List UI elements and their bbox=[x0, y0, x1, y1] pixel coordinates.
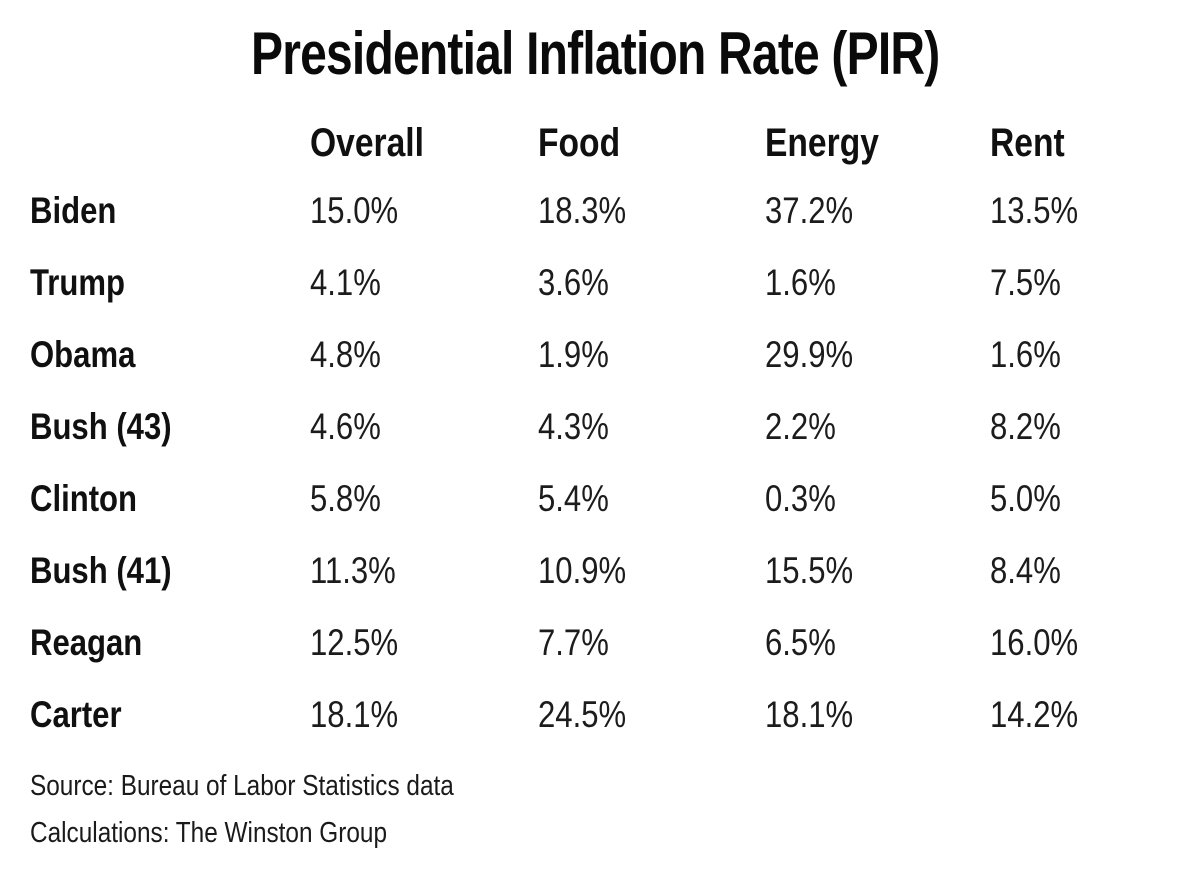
table-cell-value: 37.2% bbox=[765, 190, 854, 231]
table-cell-value: 4.6% bbox=[310, 406, 381, 447]
table-cell-value: 16.0% bbox=[990, 622, 1079, 663]
row-label-text: Bush (43) bbox=[30, 406, 172, 447]
table-cell-value: 12.5% bbox=[310, 622, 399, 663]
row-label: Obama bbox=[30, 334, 310, 376]
column-header-rent: Rent bbox=[990, 121, 1190, 166]
table-cell-value: 18.1% bbox=[765, 694, 854, 735]
table-cell-value: 11.3% bbox=[310, 550, 396, 591]
table-cell-value: 18.3% bbox=[538, 190, 627, 231]
table-cell-value: 7.5% bbox=[990, 262, 1061, 303]
table-cell: 5.0% bbox=[990, 478, 1190, 520]
row-label-text: Bush (41) bbox=[30, 550, 172, 591]
table-cell-value: 14.2% bbox=[990, 694, 1079, 735]
table-cell: 1.6% bbox=[765, 262, 990, 304]
row-label: Carter bbox=[30, 694, 310, 736]
table-cell: 14.2% bbox=[990, 694, 1190, 736]
row-label-text: Trump bbox=[30, 262, 125, 303]
table-cell-value: 1.6% bbox=[990, 334, 1061, 375]
page-title-text: Presidential Inflation Rate (PIR) bbox=[250, 20, 940, 87]
column-header-energy: Energy bbox=[765, 121, 990, 166]
row-label: Biden bbox=[30, 190, 310, 232]
column-header-label: Rent bbox=[990, 120, 1065, 165]
table-cell-value: 4.1% bbox=[310, 262, 381, 303]
footer-notes: Source: Bureau of Labor Statistics data … bbox=[30, 763, 1190, 857]
table-cell-value: 5.8% bbox=[310, 478, 381, 519]
table-cell: 4.8% bbox=[310, 334, 538, 376]
table-cell: 8.4% bbox=[990, 550, 1190, 592]
table-cell-value: 2.2% bbox=[765, 406, 836, 447]
table-cell-value: 13.5% bbox=[990, 190, 1079, 231]
table-cell-value: 10.9% bbox=[538, 550, 627, 591]
table-cell: 7.7% bbox=[538, 622, 765, 664]
table-cell-value: 29.9% bbox=[765, 334, 854, 375]
column-header-overall: Overall bbox=[310, 121, 538, 166]
table-cell: 18.1% bbox=[310, 694, 538, 736]
table-cell-value: 4.8% bbox=[310, 334, 381, 375]
table-cell-value: 7.7% bbox=[538, 622, 609, 663]
calculations-note: Calculations: The Winston Group bbox=[30, 810, 1190, 857]
table-cell: 0.3% bbox=[765, 478, 990, 520]
calculations-note-text: Calculations: The Winston Group bbox=[30, 817, 388, 849]
table-cell: 5.8% bbox=[310, 478, 538, 520]
table-cell-value: 1.6% bbox=[765, 262, 836, 303]
column-header-label: Energy bbox=[765, 120, 879, 165]
table-cell-value: 8.4% bbox=[990, 550, 1061, 591]
column-header-label: Overall bbox=[310, 120, 424, 165]
row-label-text: Clinton bbox=[30, 478, 138, 519]
table-cell-value: 24.5% bbox=[538, 694, 627, 735]
row-label: Bush (43) bbox=[30, 406, 310, 448]
table-cell-value: 18.1% bbox=[310, 694, 399, 735]
table-cell: 8.2% bbox=[990, 406, 1190, 448]
table-cell: 15.0% bbox=[310, 190, 538, 232]
row-label-text: Reagan bbox=[30, 622, 143, 663]
row-label: Clinton bbox=[30, 478, 310, 520]
table-cell-value: 6.5% bbox=[765, 622, 836, 663]
table-cell: 5.4% bbox=[538, 478, 765, 520]
row-label-text: Carter bbox=[30, 694, 122, 735]
table-cell-value: 0.3% bbox=[765, 478, 836, 519]
row-label: Trump bbox=[30, 262, 310, 304]
table-cell: 24.5% bbox=[538, 694, 765, 736]
column-header-label: Food bbox=[538, 120, 621, 165]
table-cell: 1.9% bbox=[538, 334, 765, 376]
table-cell: 16.0% bbox=[990, 622, 1190, 664]
table-cell-value: 5.0% bbox=[990, 478, 1061, 519]
table-cell: 37.2% bbox=[765, 190, 990, 232]
page-title: Presidential Inflation Rate (PIR) bbox=[0, 0, 1190, 85]
table-cell-value: 3.6% bbox=[538, 262, 609, 303]
table-cell: 13.5% bbox=[990, 190, 1190, 232]
table-cell: 15.5% bbox=[765, 550, 990, 592]
table-cell-value: 4.3% bbox=[538, 406, 609, 447]
row-label-text: Biden bbox=[30, 190, 117, 231]
source-note: Source: Bureau of Labor Statistics data bbox=[30, 763, 1190, 810]
table-cell-value: 15.0% bbox=[310, 190, 399, 231]
row-label: Bush (41) bbox=[30, 550, 310, 592]
table-cell: 3.6% bbox=[538, 262, 765, 304]
table-cell: 7.5% bbox=[990, 262, 1190, 304]
table-cell: 18.3% bbox=[538, 190, 765, 232]
table-cell-value: 1.9% bbox=[538, 334, 609, 375]
table-cell: 4.3% bbox=[538, 406, 765, 448]
row-label-text: Obama bbox=[30, 334, 136, 375]
table-cell-value: 5.4% bbox=[538, 478, 609, 519]
table-cell: 11.3% bbox=[310, 550, 538, 592]
table-cell: 4.1% bbox=[310, 262, 538, 304]
table-cell-value: 8.2% bbox=[990, 406, 1061, 447]
table-cell: 4.6% bbox=[310, 406, 538, 448]
table-cell: 18.1% bbox=[765, 694, 990, 736]
table-cell-value: 15.5% bbox=[765, 550, 854, 591]
source-note-text: Source: Bureau of Labor Statistics data bbox=[30, 770, 454, 802]
table-cell: 12.5% bbox=[310, 622, 538, 664]
table-cell: 2.2% bbox=[765, 406, 990, 448]
table-cell: 10.9% bbox=[538, 550, 765, 592]
table-cell: 6.5% bbox=[765, 622, 990, 664]
table-cell: 1.6% bbox=[990, 334, 1190, 376]
table-cell: 29.9% bbox=[765, 334, 990, 376]
pir-table: Overall Food Energy Rent Biden 15.0% 18.3%… bbox=[30, 111, 1190, 751]
row-label: Reagan bbox=[30, 622, 310, 664]
column-header-food: Food bbox=[538, 121, 765, 166]
